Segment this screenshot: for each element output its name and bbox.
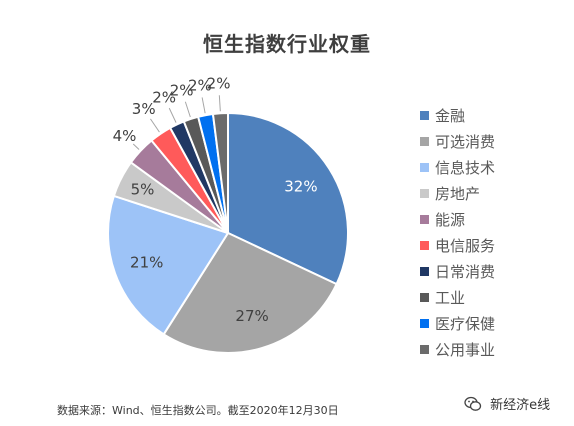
leader-line-5 <box>132 143 140 150</box>
legend-item-5: 能源 <box>420 210 495 236</box>
leader-line-6 <box>150 118 160 133</box>
legend-swatch <box>420 241 429 250</box>
legend-swatch <box>420 293 429 302</box>
legend-item-2: 可选消费 <box>420 132 495 158</box>
slice-label-5: 4% <box>113 127 137 145</box>
legend-item-8: 工业 <box>420 288 495 314</box>
legend-swatch <box>420 215 429 224</box>
legend-label: 房地产 <box>435 185 481 203</box>
pie-slice-1 <box>227 111 349 286</box>
watermark-text: 新经济e线 <box>490 398 551 413</box>
slice-label-8: 2% <box>170 81 194 99</box>
legend-item-6: 电信服务 <box>420 236 495 262</box>
legend-label: 能源 <box>435 211 466 229</box>
slice-label-1: 32% <box>284 178 317 196</box>
legend-swatch <box>420 319 429 328</box>
pie-slice-2 <box>162 231 338 354</box>
leader-line-9 <box>201 97 206 114</box>
legend-label: 工业 <box>435 289 466 307</box>
watermark: 新经济e线 <box>464 394 550 413</box>
legend-item-1: 金融 <box>420 106 495 132</box>
legend-swatch <box>420 163 429 172</box>
source-note: 数据来源：Wind、恒生指数公司。截至2020年12月30日 <box>57 404 339 417</box>
legend-label: 公用事业 <box>435 341 496 359</box>
legend-item-7: 日常消费 <box>420 262 495 288</box>
legend-label: 医疗保健 <box>435 315 496 333</box>
slice-label-10: 2% <box>207 74 231 92</box>
legend-swatch <box>420 111 429 120</box>
slice-label-2: 27% <box>235 307 268 325</box>
legend-label: 可选消费 <box>435 133 496 151</box>
legend-swatch <box>420 267 429 276</box>
legend-item-9: 医疗保健 <box>420 314 495 340</box>
legend-label: 信息技术 <box>435 159 496 177</box>
slice-label-6: 3% <box>132 100 156 118</box>
chart-legend: 金融可选消费信息技术房地产能源电信服务日常消费工业医疗保健公用事业 <box>420 106 495 366</box>
legend-item-3: 信息技术 <box>420 158 495 184</box>
leader-line-7 <box>168 107 177 123</box>
slice-label-9: 2% <box>188 77 212 95</box>
wechat-icon <box>464 396 482 411</box>
slice-label-3: 21% <box>130 253 163 271</box>
pie-slice-10 <box>211 111 229 234</box>
legend-label: 日常消费 <box>435 263 496 281</box>
legend-swatch <box>420 189 429 198</box>
leader-line-8 <box>184 101 191 118</box>
legend-swatch <box>420 137 429 146</box>
slice-label-7: 2% <box>152 88 176 106</box>
pie-slice-3 <box>107 194 230 336</box>
legend-item-10: 公用事业 <box>420 340 495 366</box>
slice-label-4: 5% <box>131 180 155 198</box>
legend-swatch <box>420 345 429 354</box>
legend-label: 金融 <box>435 107 466 125</box>
leader-line-10 <box>218 95 221 112</box>
chart-title: 恒生指数行业权重 <box>203 32 371 56</box>
legend-item-4: 房地产 <box>420 184 495 210</box>
legend-label: 电信服务 <box>435 237 496 255</box>
